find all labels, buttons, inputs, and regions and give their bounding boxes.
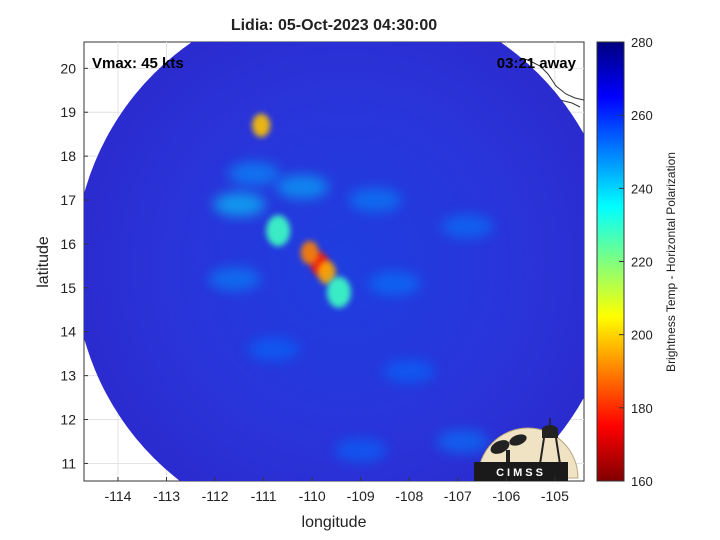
rain-band bbox=[247, 337, 300, 362]
map-panel: Vmax: 45 kts 03:21 away CIMSS bbox=[83, 41, 585, 482]
convective-core bbox=[252, 113, 271, 138]
time-away-label: 03:21 away bbox=[497, 55, 577, 72]
y-tick-label: 12 bbox=[60, 412, 76, 428]
x-tick-label: -109 bbox=[347, 488, 375, 504]
convective-core bbox=[300, 241, 319, 265]
y-tick-label: 20 bbox=[60, 60, 76, 76]
x-tick-label: -110 bbox=[299, 488, 326, 504]
x-tick-label: -107 bbox=[444, 488, 472, 504]
convective-core bbox=[266, 215, 291, 247]
colorbar: 160 180 200 220 240 260 280 Brightness Temp - … bbox=[596, 35, 678, 489]
colorbar-tick-label: 200 bbox=[631, 328, 653, 343]
x-tick-label: -114 bbox=[104, 488, 131, 504]
x-tick-label: -113 bbox=[153, 488, 180, 504]
cimss-logo-text: CIMSS bbox=[496, 467, 546, 479]
rain-band bbox=[441, 214, 494, 239]
convective-core bbox=[326, 276, 351, 308]
microwave-swath bbox=[84, 42, 584, 481]
cimss-logo: CIMSS bbox=[474, 418, 579, 481]
colorbar-tick-label: 260 bbox=[631, 108, 653, 123]
x-tick-label: -112 bbox=[202, 488, 229, 504]
colorbar-tick-label: 180 bbox=[631, 401, 653, 416]
y-tick-label: 18 bbox=[60, 148, 76, 164]
colorbar-tick-label: 160 bbox=[631, 474, 653, 489]
y-tick-label: 13 bbox=[60, 368, 76, 384]
rain-band bbox=[276, 174, 329, 199]
x-tick-label: -105 bbox=[541, 488, 569, 504]
satellite-dish-icon bbox=[490, 434, 527, 464]
y-tick-label: 16 bbox=[60, 236, 76, 252]
y-tick-label: 19 bbox=[60, 104, 76, 120]
water-tower-icon bbox=[539, 418, 561, 465]
colorbar-tick-label: 280 bbox=[631, 35, 653, 50]
rain-band bbox=[213, 192, 266, 217]
figure-title: Lidia: 05-Oct-2023 04:30:00 bbox=[231, 17, 437, 34]
y-tick-label: 14 bbox=[60, 324, 76, 340]
coastline-island bbox=[559, 99, 581, 108]
rain-band bbox=[383, 359, 436, 384]
y-tick-label: 11 bbox=[61, 455, 76, 471]
convective-cores bbox=[252, 113, 351, 308]
colorbar-tick-label: 220 bbox=[631, 255, 653, 270]
y-tick-label: 17 bbox=[60, 192, 76, 208]
x-axis-ticks: -114 -113 -112 -111 -110 -109 -108 -107 -106 -105 bbox=[104, 477, 569, 504]
brightness-temp-features bbox=[208, 161, 494, 463]
x-tick-label: -108 bbox=[395, 488, 423, 504]
x-tick-label: -106 bbox=[492, 488, 520, 504]
colorbar-label: Brightness Temp - Horizontal Polarizatio… bbox=[664, 152, 678, 372]
y-axis-label: latitude bbox=[35, 236, 52, 288]
rain-band bbox=[334, 438, 387, 463]
vmax-label: Vmax: 45 kts bbox=[92, 55, 184, 72]
x-tick-label: -111 bbox=[251, 488, 277, 504]
colorbar-ticks: 160 180 200 220 240 260 280 bbox=[619, 35, 653, 489]
colorbar-tick-label: 240 bbox=[631, 181, 653, 196]
x-axis-label: longitude bbox=[302, 514, 367, 531]
convective-core bbox=[317, 260, 336, 285]
rain-band bbox=[368, 271, 421, 296]
rain-band bbox=[349, 188, 402, 213]
rain-band bbox=[436, 429, 489, 454]
rain-band bbox=[208, 267, 261, 292]
y-axis-ticks: 11 12 13 14 15 16 17 18 19 20 bbox=[60, 60, 88, 471]
y-tick-label: 15 bbox=[60, 280, 76, 296]
rain-band bbox=[227, 161, 280, 186]
